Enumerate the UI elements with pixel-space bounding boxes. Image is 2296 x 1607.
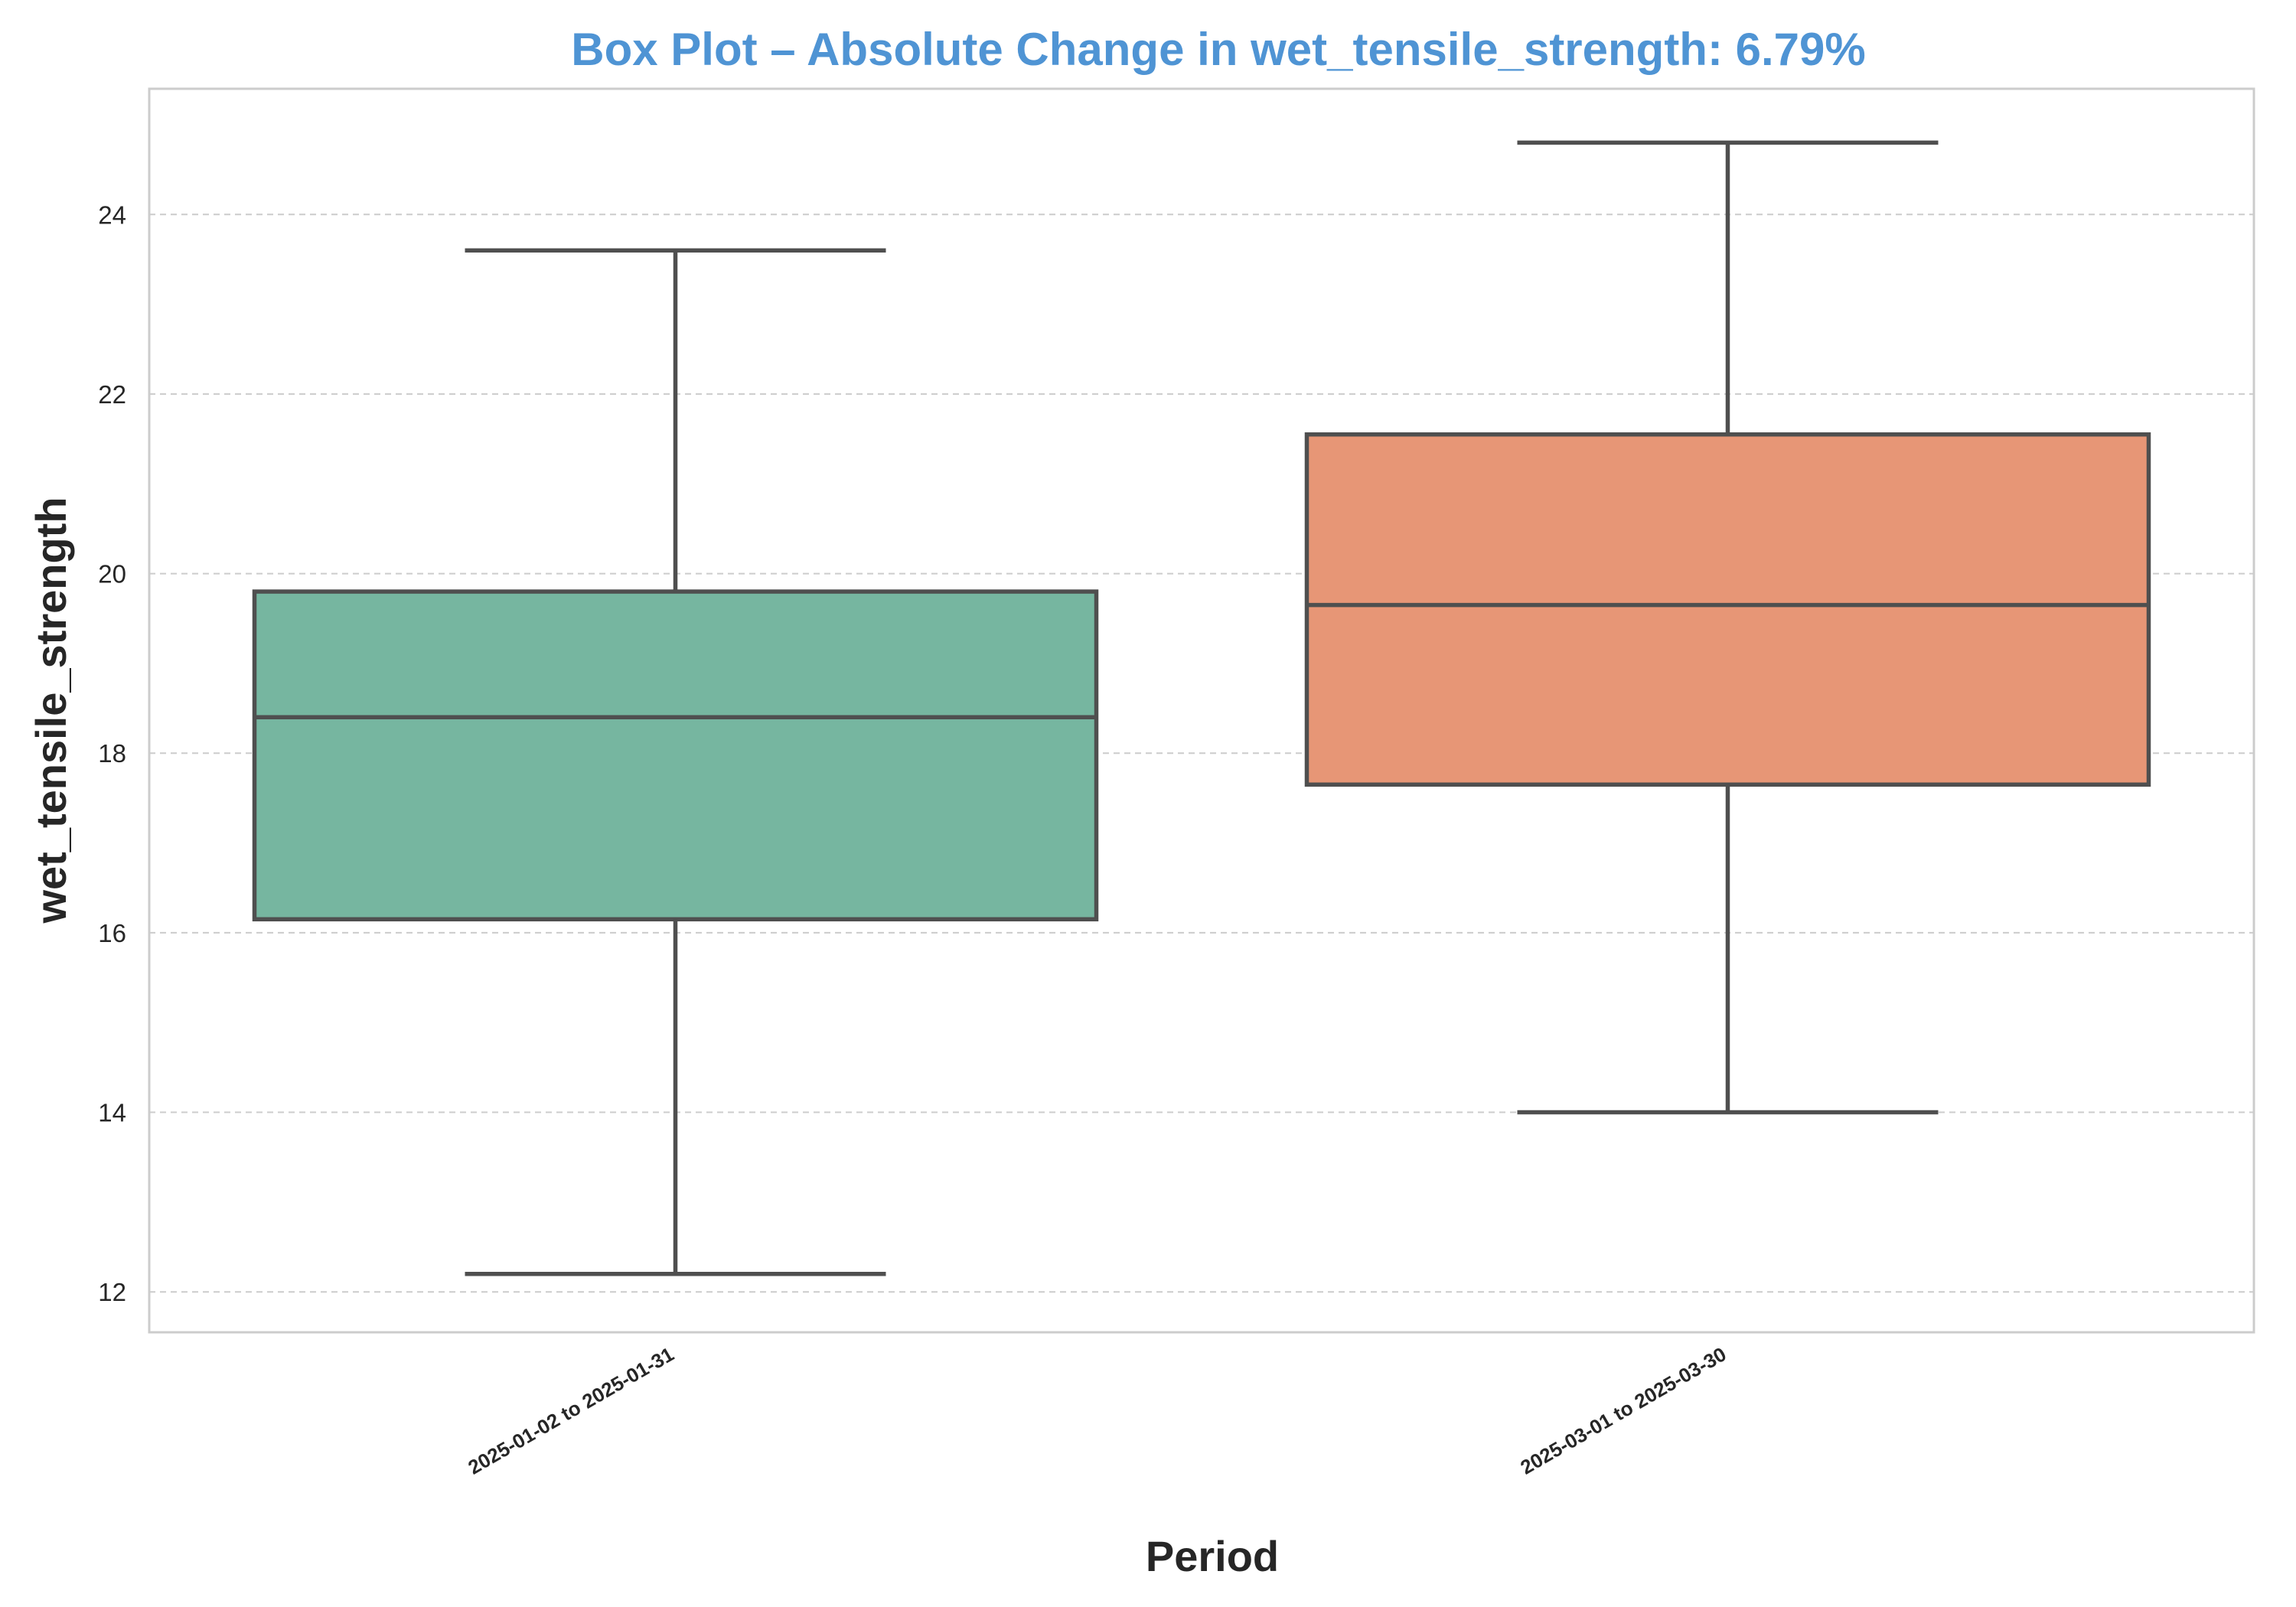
x-tick-label: 2025-01-02 to 2025-01-31 [464,1342,677,1478]
y-tick-label: 22 [98,380,126,409]
y-axis-label: wet_tensile_strength [27,497,75,924]
box-body [1304,432,2151,787]
y-axis-ticks: 12 14 16 18 20 22 24 [98,200,126,1306]
chart-title: Box Plot – Absolute Change in wet_tensil… [571,24,1865,75]
x-axis-label: Period [1146,1532,1279,1580]
plot-area-frame [148,87,2255,1334]
x-axis-ticks: 2025-01-02 to 2025-01-31 2025-03-01 to 20… [464,1342,1730,1478]
y-tick-label: 18 [98,739,126,768]
y-tick-label: 24 [98,200,126,229]
grid-lines [149,214,2254,1293]
y-tick-label: 12 [98,1278,126,1306]
y-tick-label: 14 [98,1099,126,1127]
box-body [252,589,1099,922]
x-tick-label: 2025-03-01 to 2025-03-30 [1516,1342,1730,1478]
y-tick-label: 20 [98,560,126,588]
box-item [252,248,1099,1276]
box-item [1304,140,2151,1115]
y-tick-label: 16 [98,919,126,947]
box-series [252,140,2151,1276]
